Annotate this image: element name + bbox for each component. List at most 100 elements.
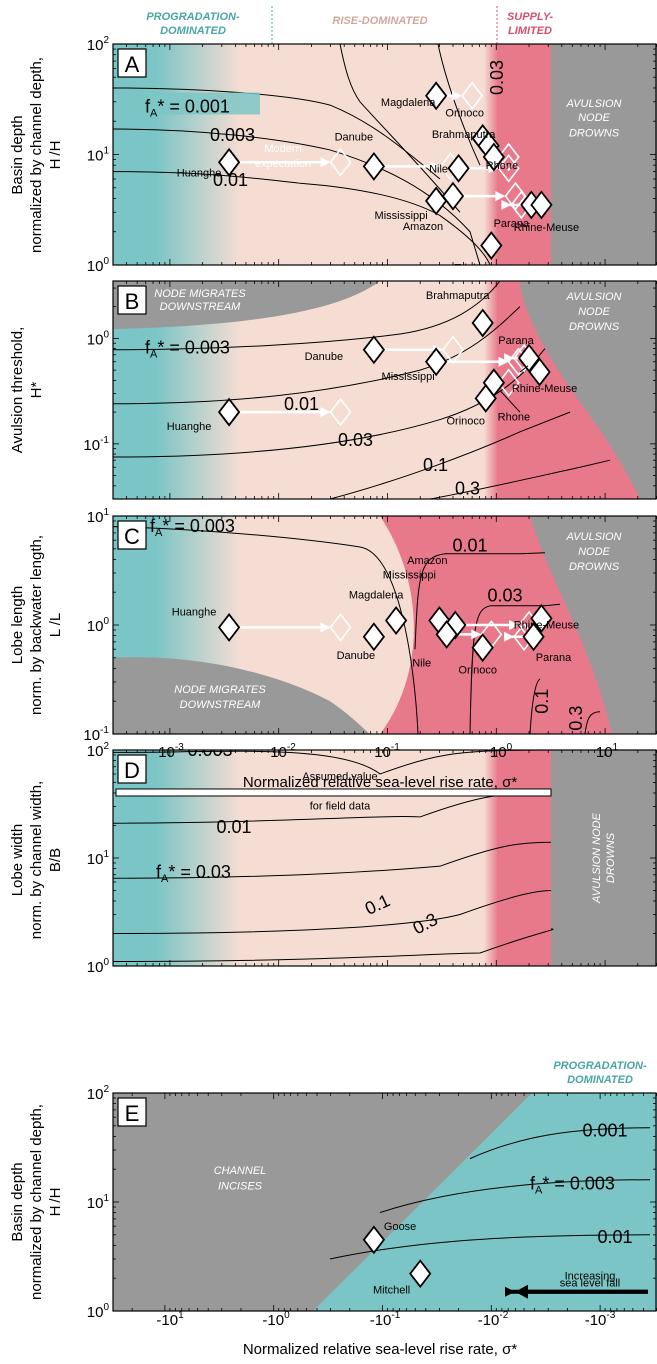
river-label: Rhone: [498, 412, 530, 424]
contour-label: fA* = 0.003: [145, 337, 230, 360]
annotation-text: Modern: [264, 143, 301, 155]
regime-label-progradation: PROGRADATION-: [146, 11, 240, 23]
projection-arrow-head: [504, 631, 515, 642]
regime-fill-supply: [497, 750, 551, 966]
y-tick-label: 102: [87, 35, 110, 54]
river-label: Huanghe: [177, 167, 222, 179]
contour-label: 0.01: [597, 1227, 632, 1247]
river-label: Nile: [429, 163, 448, 175]
river-label: Rhine-Meuse: [514, 222, 579, 234]
river-marker: [482, 368, 506, 398]
river-marker: [471, 633, 494, 663]
panel-e-plot: 0.001 fA* = 0.003 0.01 CHANNEL INCISES Goose M…: [113, 1093, 657, 1311]
region-label: NODE MIGRATES: [154, 288, 246, 300]
x-tick-label: -10-3: [585, 1310, 616, 1329]
river-label: Brahmaputra: [432, 129, 496, 141]
contour-0.03: [113, 841, 552, 879]
river-label: Parana: [494, 218, 530, 230]
contour-0.1: [329, 411, 571, 499]
panel-b-plot: fA* = 0.003 0.01 0.03 0.1 0.3 NODE MIGRATESDO…: [113, 281, 657, 499]
panel-letter-box: [117, 285, 147, 315]
projection-arrow-head: [509, 620, 520, 630]
river-marker: [435, 619, 458, 649]
river-marker: [384, 606, 408, 635]
panel-letter: C: [124, 524, 140, 549]
contour-label: fA* = 0.003: [530, 1174, 615, 1197]
river-label: Orinoco: [458, 665, 497, 677]
river-label: Trinity: [455, 263, 485, 275]
river-label: Orinoco: [445, 107, 484, 119]
panel-c: fA* = 0.003 0.01 0.03 0.1 0.3 AVULSION NODE DRO…: [9, 507, 657, 744]
region-label: DROWNS: [569, 321, 620, 333]
y-axis-label: Avulsion threshold, H*: [9, 327, 45, 453]
contour-label: 0.003: [210, 125, 255, 145]
region-label: DOWNSTREAM: [160, 301, 242, 313]
river-label: Brahmaputra: [426, 290, 490, 302]
y-tick-label: 101: [87, 507, 110, 526]
contour-0.3: [429, 459, 611, 499]
river-label: Danube: [337, 650, 376, 662]
regime-fill-rise: [385, 44, 497, 265]
panel-b: fA* = 0.003 0.01 0.03 0.1 0.3 NODE MIGRATESDO…: [9, 280, 657, 500]
river-marker: [528, 357, 551, 387]
projection-arrow-head: [452, 90, 463, 101]
river-label: Danube: [335, 131, 374, 143]
regime-label-rise: RISE-DOMINATED: [332, 15, 427, 27]
projection-arrow-head: [320, 157, 331, 168]
y-tick-label: 100: [87, 329, 110, 348]
regime-headings: PROGRADATION- DOMINATED RISE-DOMINATED S…: [146, 6, 553, 44]
projected-river-marker: [329, 147, 352, 177]
river-marker: [362, 151, 386, 181]
y-axis-label: Lobe width norm. by channel width, B/B: [9, 781, 64, 939]
river-label: Rhine-Meuse: [514, 619, 579, 631]
panel-letter-box: [117, 48, 147, 78]
x-tick-label: -100: [262, 1310, 290, 1329]
region-label: DROWNS: [605, 832, 617, 883]
contour-label-bg: [142, 92, 260, 115]
panel-letter: D: [124, 758, 140, 783]
region-label: DOMINATED: [567, 1074, 633, 1086]
annotation-text: Increasing: [565, 1270, 616, 1282]
river-label: Huanghe: [167, 421, 212, 433]
region-label: AVULSION: [565, 291, 621, 303]
region-label: DROWNS: [569, 128, 620, 140]
contour-0.03: [437, 44, 481, 166]
river-label: Orinoco: [446, 415, 485, 427]
panel-letter: A: [125, 52, 140, 77]
annotation-text: expectation: [255, 158, 311, 170]
river-marker: [217, 147, 241, 177]
contour-label: fA* = 0.003: [150, 516, 235, 539]
projected-river-marker: [329, 397, 352, 427]
contour-0.003: [379, 1179, 651, 1214]
river-marker: [409, 1259, 432, 1289]
y-tick-label: 101: [87, 1193, 110, 1212]
sea-level-fall-arrow-head: [515, 1284, 528, 1299]
regime-label-supply: SUPPLY-: [507, 11, 553, 23]
sea-level-fall-arrow-head: [505, 1286, 515, 1297]
projected-river-marker: [461, 81, 484, 111]
y-tick-label: 101: [87, 146, 110, 165]
y-tick-label: 100: [87, 256, 110, 275]
river-label: Goose: [384, 1221, 416, 1233]
panel-letter: B: [125, 289, 140, 314]
river-label: Mississippi: [382, 371, 435, 383]
contour-0.3: [584, 711, 601, 734]
x-tick-label: -101: [156, 1310, 184, 1329]
contour-label: 0.01: [284, 394, 319, 414]
panel-letter-box: [117, 520, 147, 550]
region-label: NODE MIGRATES: [174, 684, 266, 696]
river-marker: [217, 397, 241, 427]
contour-0.003: [113, 526, 419, 734]
projection-arrow-head: [320, 407, 331, 418]
river-label: Rhone: [486, 160, 518, 172]
contour-label: 0.3: [455, 479, 480, 499]
river-marker: [425, 347, 448, 377]
projection-arrow-head: [498, 356, 509, 367]
contour-label: 0.01: [216, 817, 251, 837]
contour-0.001: [469, 1127, 651, 1160]
contour-0.01: [414, 552, 546, 650]
river-marker: [441, 181, 465, 211]
x-axis-label: Normalized relative sea-level rise rate,…: [243, 774, 518, 791]
panel-a: fA* = 0.001 0.003 0.01 0.03 AVULSION NODE DROW…: [9, 35, 657, 275]
projection-arrow-head: [495, 191, 506, 202]
